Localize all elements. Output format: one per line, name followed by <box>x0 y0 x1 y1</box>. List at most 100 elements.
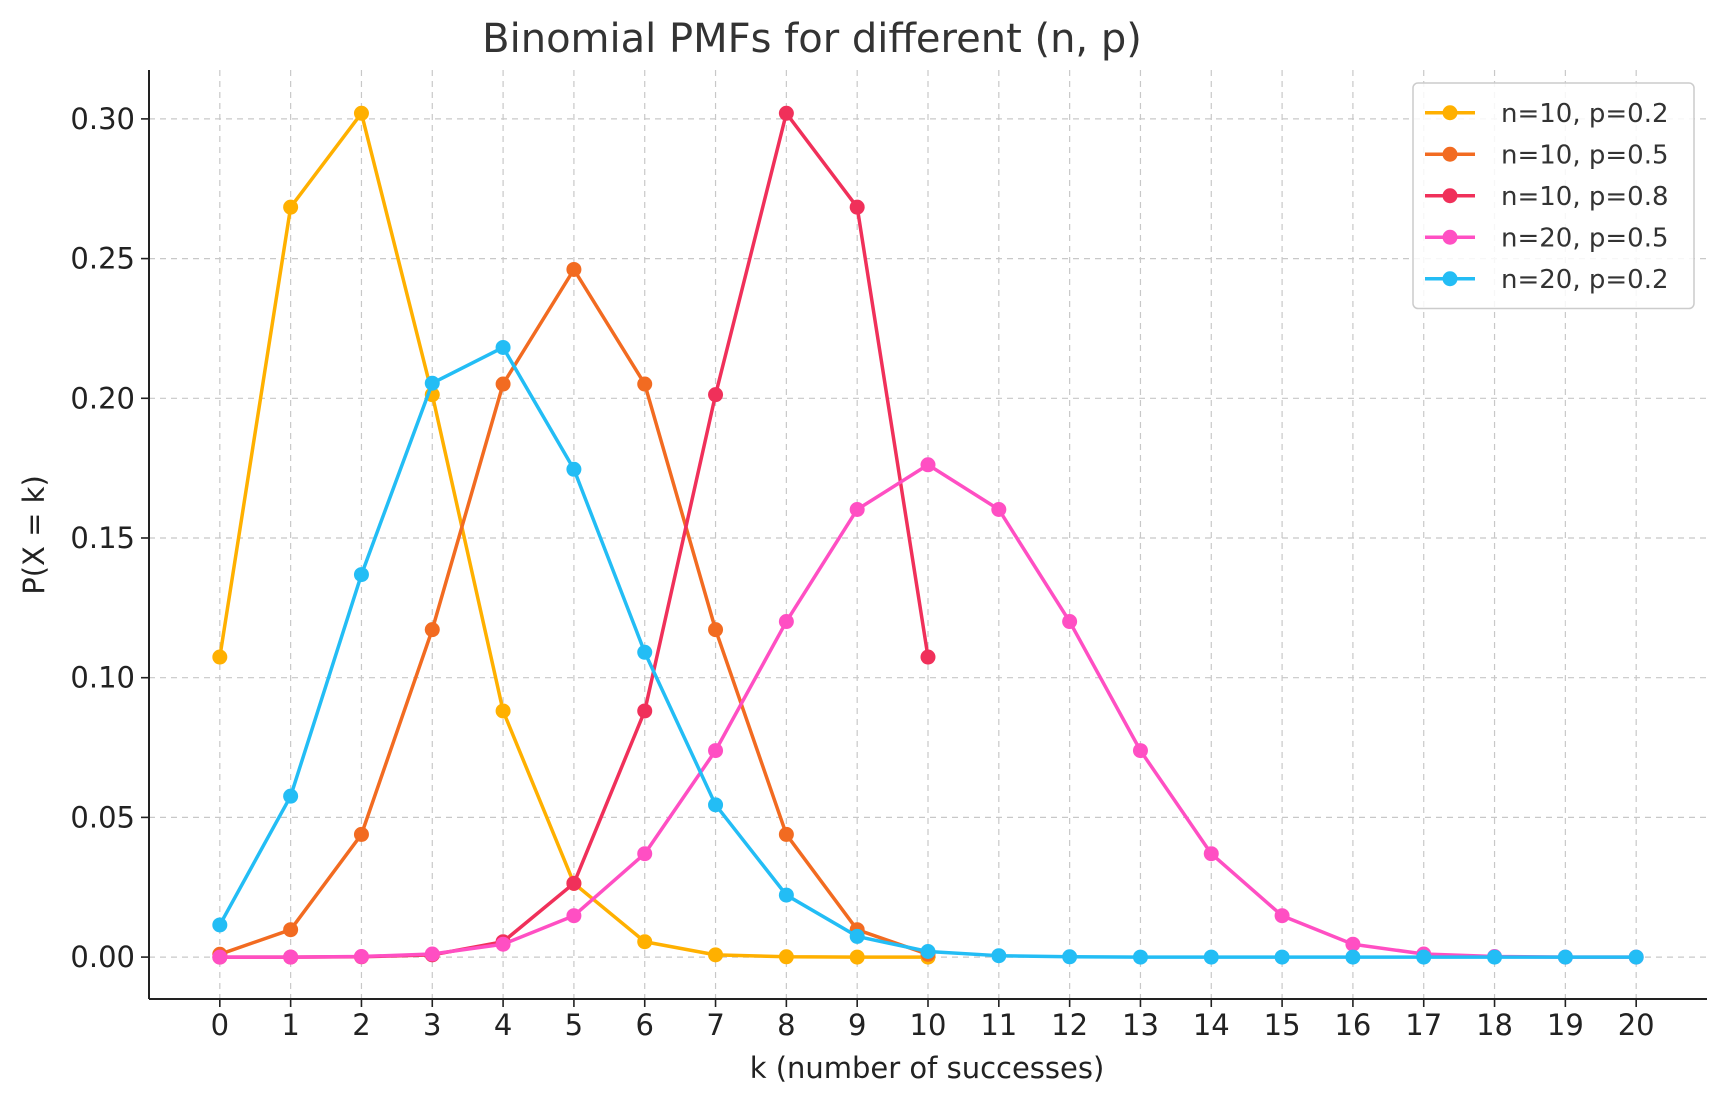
data-point <box>283 199 299 215</box>
data-point <box>424 622 440 638</box>
x-tick-label: 15 <box>1264 1008 1301 1042</box>
data-point <box>1487 949 1503 965</box>
data-point <box>778 614 794 630</box>
data-point <box>283 788 299 804</box>
data-point <box>353 105 369 121</box>
data-point <box>1416 949 1432 965</box>
data-point <box>212 949 228 965</box>
data-point <box>991 948 1007 964</box>
y-tick-label: 0.20 <box>70 381 135 415</box>
series-group <box>212 339 1644 965</box>
data-point <box>1062 949 1078 965</box>
x-tick-label: 19 <box>1547 1008 1584 1042</box>
data-point <box>566 461 582 477</box>
legend-item: n=10, p=0.2 <box>1425 99 1669 129</box>
data-point <box>353 567 369 583</box>
data-point <box>1274 949 1290 965</box>
y-tick-label: 0.00 <box>70 940 135 974</box>
x-tick-label: 7 <box>706 1008 724 1042</box>
x-tick-label: 16 <box>1334 1008 1371 1042</box>
data-point <box>283 922 299 938</box>
legend-marker <box>1442 271 1458 287</box>
x-tick-label: 13 <box>1122 1008 1159 1042</box>
data-point <box>566 875 582 891</box>
x-tick-label: 14 <box>1193 1008 1230 1042</box>
data-point <box>920 944 936 960</box>
data-point <box>708 743 724 759</box>
data-point <box>1203 846 1219 862</box>
legend-label: n=10, p=0.8 <box>1501 182 1669 212</box>
data-point <box>566 261 582 277</box>
legend-label: n=10, p=0.2 <box>1501 99 1669 129</box>
y-axis-label: P(X = k) <box>17 475 51 595</box>
data-point <box>637 846 653 862</box>
data-point <box>778 949 794 965</box>
data-point <box>1132 949 1148 965</box>
x-tick-label: 2 <box>352 1008 370 1042</box>
data-point <box>495 703 511 719</box>
data-point <box>637 703 653 719</box>
data-point <box>1628 949 1644 965</box>
data-point <box>849 928 865 944</box>
data-point <box>495 936 511 952</box>
data-point <box>708 947 724 963</box>
data-point <box>920 457 936 473</box>
legend-label: n=20, p=0.2 <box>1501 265 1669 295</box>
data-point <box>1203 949 1219 965</box>
legend-marker <box>1442 146 1458 162</box>
data-point <box>283 949 299 965</box>
x-tick-label: 8 <box>777 1008 795 1042</box>
data-point <box>566 908 582 924</box>
data-point <box>495 339 511 355</box>
y-tick-label: 0.25 <box>70 242 135 276</box>
x-tick-label: 11 <box>980 1008 1017 1042</box>
data-point <box>212 917 228 933</box>
x-tick-label: 17 <box>1405 1008 1442 1042</box>
legend-item: n=10, p=0.8 <box>1425 182 1669 212</box>
data-point <box>1557 949 1573 965</box>
x-tick-label: 20 <box>1618 1008 1655 1042</box>
y-tick-label: 0.10 <box>70 661 135 695</box>
x-tick-label: 9 <box>848 1008 866 1042</box>
x-tick-label: 3 <box>423 1008 441 1042</box>
data-point <box>495 376 511 392</box>
x-tick-label: 10 <box>910 1008 947 1042</box>
x-tick-label: 6 <box>636 1008 654 1042</box>
data-point <box>920 649 936 665</box>
data-point <box>991 501 1007 517</box>
data-point <box>708 797 724 813</box>
legend-label: n=10, p=0.5 <box>1501 140 1669 170</box>
data-point <box>353 949 369 965</box>
x-tick-label: 0 <box>211 1008 229 1042</box>
data-point <box>778 105 794 121</box>
y-tick-label: 0.30 <box>70 102 135 136</box>
y-tick-label: 0.05 <box>70 800 135 834</box>
legend-item: n=20, p=0.2 <box>1425 265 1669 295</box>
data-point <box>637 376 653 392</box>
legend-label: n=20, p=0.5 <box>1501 223 1669 253</box>
data-point <box>708 622 724 638</box>
legend-marker <box>1442 229 1458 245</box>
data-point <box>212 649 228 665</box>
legend: n=10, p=0.2 n=10, p=0.5 n=10, p=0.8 n=20, p… <box>1412 82 1695 310</box>
data-point <box>353 826 369 842</box>
series-layer <box>212 105 1644 965</box>
y-tick-label: 0.15 <box>70 521 135 555</box>
data-point <box>778 826 794 842</box>
data-point <box>1132 743 1148 759</box>
chart-title: Binomial PMFs for different (n, p) <box>482 16 1142 62</box>
axes: 0 1 2 3 4 5 6 7 8 9 10 11 12 13 14 15 16 17 18 19 200.000.05… <box>70 70 1707 1042</box>
legend-marker <box>1442 188 1458 204</box>
data-point <box>1345 949 1361 965</box>
data-point <box>849 949 865 965</box>
data-point <box>1062 614 1078 630</box>
legend-item: n=20, p=0.5 <box>1425 223 1669 253</box>
data-point <box>1274 908 1290 924</box>
x-tick-label: 4 <box>494 1008 512 1042</box>
x-tick-label: 12 <box>1051 1008 1088 1042</box>
x-tick-label: 1 <box>281 1008 299 1042</box>
x-tick-label: 5 <box>565 1008 583 1042</box>
data-point <box>424 946 440 962</box>
